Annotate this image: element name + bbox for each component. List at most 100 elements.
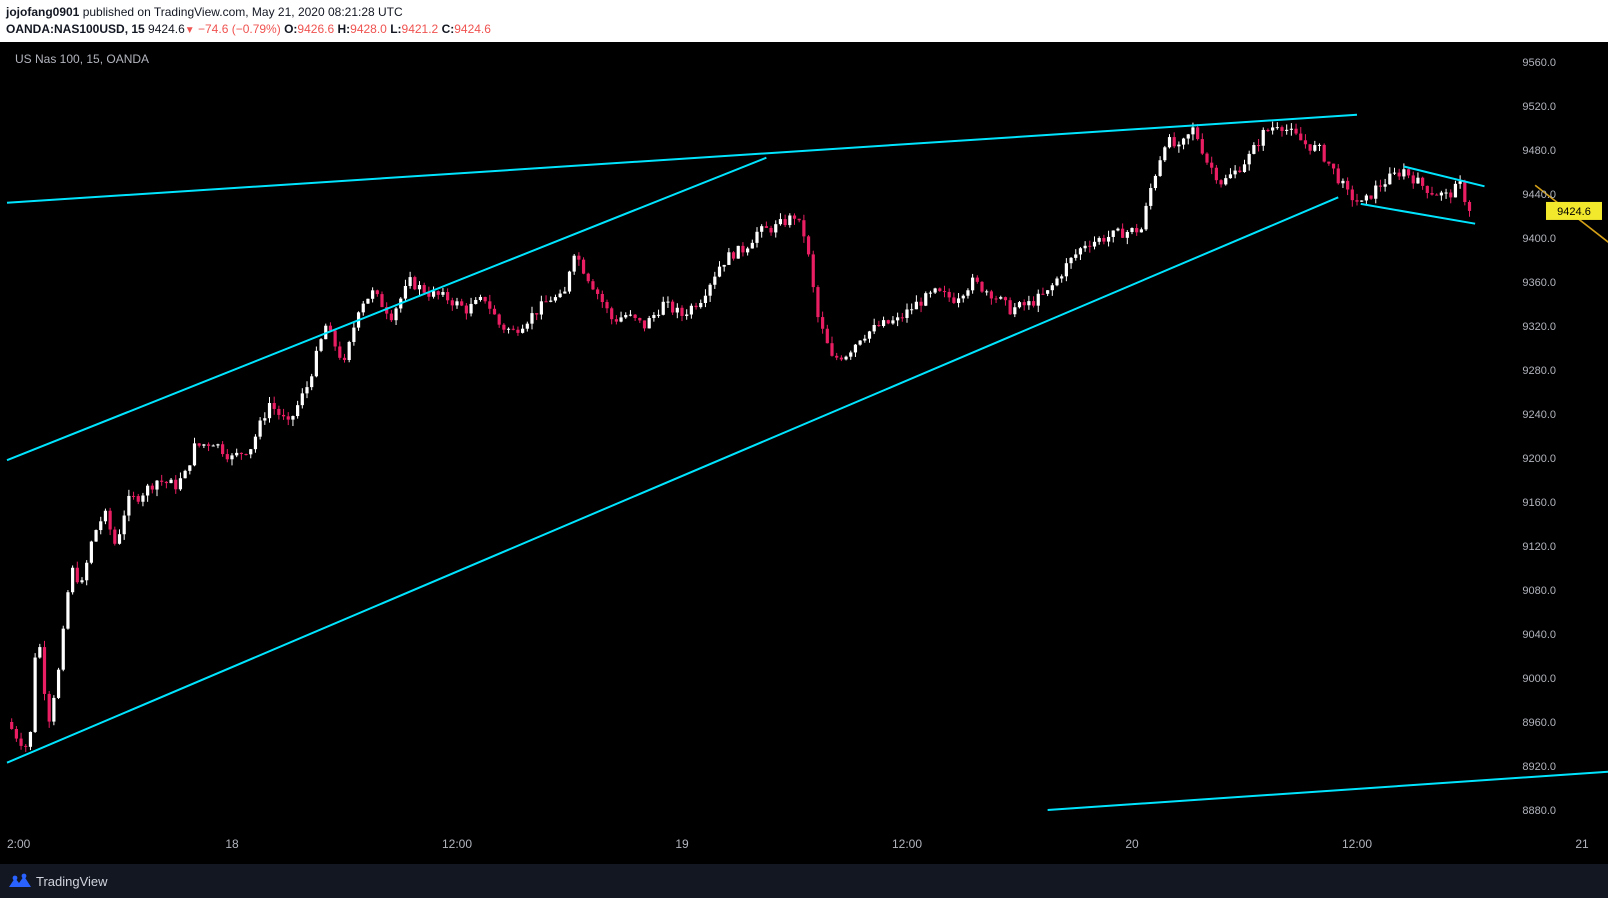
- candle-body: [1402, 169, 1406, 177]
- candle-body: [431, 291, 436, 297]
- candle-body: [1078, 248, 1083, 255]
- candle-body: [483, 296, 487, 302]
- candle-body: [783, 219, 787, 226]
- candle-body: [1275, 127, 1279, 129]
- price-tick-label: 9440.0: [1522, 189, 1556, 201]
- candle-body: [380, 294, 384, 308]
- candle-body: [1392, 172, 1397, 174]
- author-name[interactable]: jojofang0901: [6, 5, 80, 19]
- price-tick-label: 9280.0: [1522, 365, 1556, 377]
- candle-body: [905, 309, 909, 318]
- candle-body: [1060, 276, 1064, 279]
- candle-body: [549, 300, 553, 302]
- candle-body: [1341, 180, 1345, 184]
- candle-body: [858, 340, 862, 345]
- publish-header: jojofang0901 published on TradingView.co…: [0, 0, 1608, 42]
- candle-body: [539, 301, 543, 315]
- price-tick-label: 9160.0: [1522, 497, 1556, 509]
- candle-body: [703, 295, 708, 304]
- candle-body: [839, 357, 843, 360]
- candle-body: [942, 291, 947, 293]
- candle-body: [1027, 301, 1031, 306]
- candle-body: [1247, 153, 1251, 165]
- time-tick-label: 12:00: [892, 837, 922, 851]
- candle-body: [146, 485, 150, 496]
- candle-body: [1210, 162, 1214, 168]
- candle-body: [150, 485, 154, 490]
- candle-body: [1331, 163, 1336, 169]
- candle-body: [1285, 129, 1289, 131]
- candle-body: [52, 697, 56, 722]
- candle-body: [169, 479, 173, 484]
- candle-body: [450, 300, 454, 306]
- candle-body: [1355, 200, 1359, 202]
- candle-body: [202, 444, 206, 446]
- candle-body: [1374, 185, 1378, 199]
- candle-body: [455, 301, 459, 306]
- candle-body: [835, 355, 839, 358]
- candle-body: [1430, 192, 1434, 195]
- candle-body: [1036, 293, 1040, 306]
- candle-body: [1130, 228, 1134, 233]
- candle-body: [1163, 147, 1167, 161]
- publish-text: published on TradingView.com, May 21, 20…: [82, 5, 403, 19]
- candle-body: [24, 745, 28, 747]
- open-value: 9426.6: [297, 22, 335, 36]
- candle-body: [1139, 229, 1143, 233]
- last-price: 9424.6: [148, 22, 185, 36]
- price-chart[interactable]: US Nas 100, 15, OANDA 9560.0 9520.0 9480.0…: [0, 42, 1608, 864]
- candle-body: [141, 495, 145, 502]
- candle-body: [1308, 144, 1312, 151]
- candle-body: [61, 628, 65, 670]
- candle-body: [1266, 129, 1270, 131]
- candle-body: [614, 319, 618, 322]
- candle-body: [872, 325, 876, 332]
- candle-body: [10, 722, 14, 729]
- candle-body: [314, 350, 318, 377]
- candle-body: [1144, 205, 1148, 230]
- candle-body: [1135, 228, 1139, 233]
- time-axis[interactable]: 2:001812:001912:002012:002112:002212:002…: [7, 837, 1608, 851]
- candle-body: [1238, 170, 1242, 173]
- candle-body: [436, 291, 440, 295]
- candle-body: [328, 325, 333, 331]
- candle-body: [80, 580, 84, 583]
- candle-body: [47, 693, 51, 722]
- candle-body: [919, 301, 923, 306]
- candle-body: [131, 495, 136, 497]
- candle-body: [310, 376, 314, 388]
- candle-body: [506, 328, 511, 330]
- candle-body: [1046, 290, 1050, 294]
- candle-body: [619, 317, 623, 322]
- candle-body: [408, 277, 412, 286]
- time-tick-label: 18: [225, 837, 239, 851]
- candle-body: [764, 226, 768, 228]
- candle-body: [244, 454, 248, 456]
- last-price-badge: [1546, 201, 1602, 220]
- candle-body: [605, 302, 609, 309]
- price-tick-label: 8880.0: [1522, 805, 1556, 817]
- candle-body: [1350, 189, 1354, 201]
- candle-body: [1271, 127, 1275, 131]
- candle-body: [1233, 170, 1237, 175]
- last-price-text: 9424.6: [1557, 206, 1591, 218]
- candle-body: [502, 324, 506, 330]
- candle-body: [792, 215, 797, 219]
- candle-body: [652, 315, 656, 319]
- candle-body: [853, 344, 858, 353]
- candle-body: [577, 255, 581, 260]
- candle-body: [99, 521, 103, 531]
- tradingview-brand[interactable]: TradingView: [8, 873, 108, 889]
- candle-body: [750, 242, 754, 249]
- price-tick-label: 8920.0: [1522, 761, 1556, 773]
- time-tick-label: 20: [1125, 837, 1139, 851]
- candle-body: [971, 277, 975, 291]
- open-label: O:: [284, 22, 298, 36]
- candle-body: [774, 224, 778, 233]
- candle-body: [914, 301, 918, 310]
- candle-body: [178, 478, 183, 490]
- price-axis[interactable]: 9560.0 9520.0 9480.0 9440.0 9400.0 9360.0 9320…: [1522, 57, 1556, 817]
- candle-body: [188, 465, 192, 471]
- candle-body: [661, 301, 665, 315]
- candle-body: [511, 328, 515, 330]
